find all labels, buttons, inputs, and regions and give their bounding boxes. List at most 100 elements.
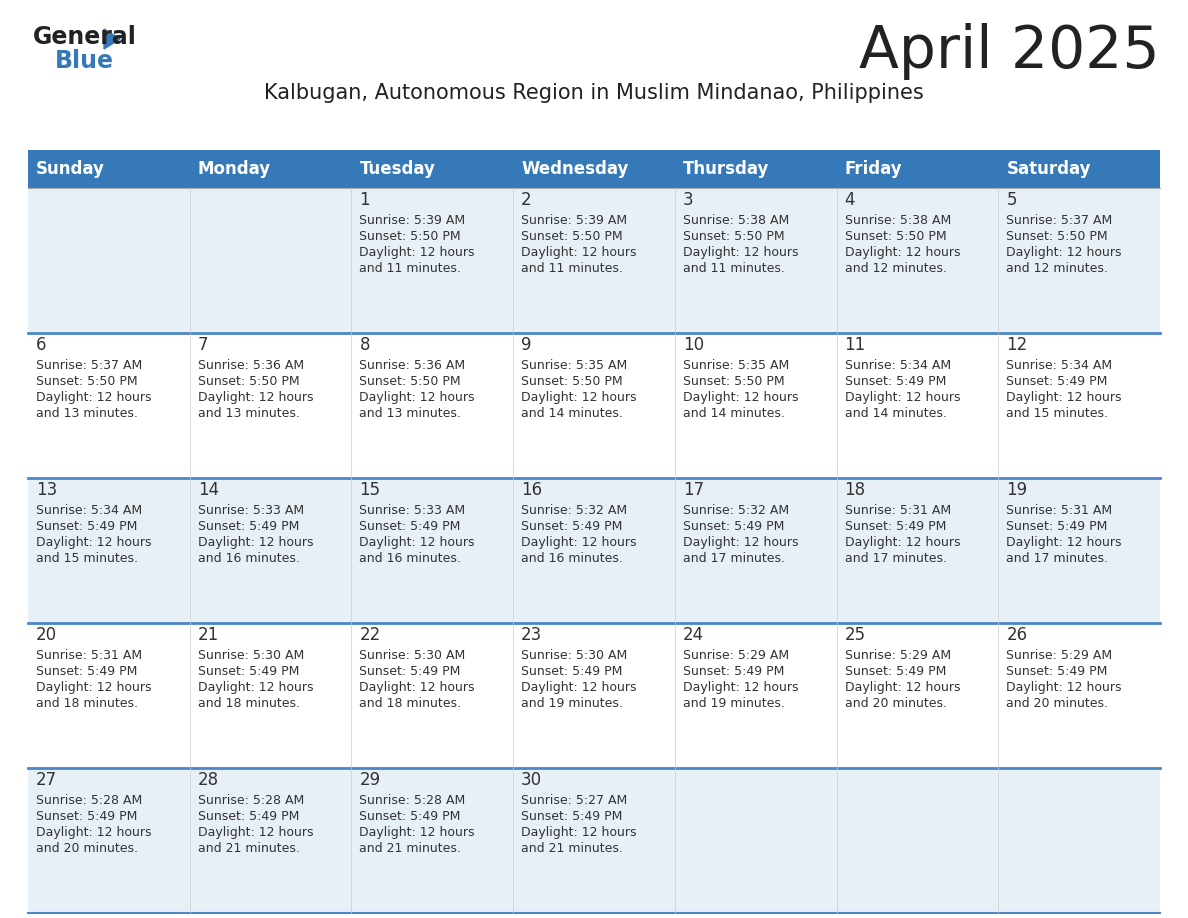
Text: and 16 minutes.: and 16 minutes. <box>360 552 461 565</box>
Text: and 17 minutes.: and 17 minutes. <box>1006 552 1108 565</box>
Text: 22: 22 <box>360 626 380 644</box>
Text: Sunrise: 5:30 AM: Sunrise: 5:30 AM <box>197 649 304 662</box>
Text: 23: 23 <box>522 626 543 644</box>
Bar <box>675 333 836 478</box>
Text: Sunrise: 5:28 AM: Sunrise: 5:28 AM <box>360 794 466 807</box>
Text: Daylight: 12 hours: Daylight: 12 hours <box>36 391 152 404</box>
Text: 1: 1 <box>360 191 369 209</box>
Text: and 17 minutes.: and 17 minutes. <box>683 552 785 565</box>
Bar <box>675 768 836 913</box>
Text: Daylight: 12 hours: Daylight: 12 hours <box>36 826 152 839</box>
Text: Daylight: 12 hours: Daylight: 12 hours <box>683 536 798 549</box>
Text: and 11 minutes.: and 11 minutes. <box>522 262 623 275</box>
Bar <box>513 478 675 623</box>
Text: 17: 17 <box>683 481 704 499</box>
Text: Daylight: 12 hours: Daylight: 12 hours <box>360 391 475 404</box>
Text: Daylight: 12 hours: Daylight: 12 hours <box>522 246 637 259</box>
Text: and 19 minutes.: and 19 minutes. <box>683 697 785 710</box>
Bar <box>836 188 998 333</box>
Bar <box>29 188 190 333</box>
Text: Daylight: 12 hours: Daylight: 12 hours <box>36 681 152 694</box>
Text: 4: 4 <box>845 191 855 209</box>
Bar <box>675 188 836 333</box>
Text: Friday: Friday <box>845 160 902 178</box>
Text: Daylight: 12 hours: Daylight: 12 hours <box>36 536 152 549</box>
Bar <box>836 623 998 768</box>
Text: 30: 30 <box>522 771 542 789</box>
Text: and 20 minutes.: and 20 minutes. <box>845 697 947 710</box>
Bar <box>190 768 352 913</box>
Text: Tuesday: Tuesday <box>360 160 435 178</box>
Bar <box>190 333 352 478</box>
Text: 19: 19 <box>1006 481 1028 499</box>
Text: and 18 minutes.: and 18 minutes. <box>36 697 138 710</box>
Text: and 20 minutes.: and 20 minutes. <box>36 842 138 855</box>
Text: 25: 25 <box>845 626 866 644</box>
Text: and 13 minutes.: and 13 minutes. <box>360 407 461 420</box>
Text: Sunrise: 5:32 AM: Sunrise: 5:32 AM <box>683 504 789 517</box>
Text: and 11 minutes.: and 11 minutes. <box>683 262 785 275</box>
Text: Sunset: 5:50 PM: Sunset: 5:50 PM <box>360 375 461 388</box>
Text: and 18 minutes.: and 18 minutes. <box>197 697 299 710</box>
Text: Daylight: 12 hours: Daylight: 12 hours <box>845 681 960 694</box>
Text: Sunset: 5:49 PM: Sunset: 5:49 PM <box>845 520 946 533</box>
Text: Sunrise: 5:31 AM: Sunrise: 5:31 AM <box>36 649 143 662</box>
Text: Sunset: 5:49 PM: Sunset: 5:49 PM <box>1006 375 1107 388</box>
Text: Sunrise: 5:28 AM: Sunrise: 5:28 AM <box>197 794 304 807</box>
Text: and 12 minutes.: and 12 minutes. <box>1006 262 1108 275</box>
Text: General: General <box>33 25 137 49</box>
Text: 7: 7 <box>197 336 208 354</box>
Bar <box>352 333 513 478</box>
Text: Sunset: 5:49 PM: Sunset: 5:49 PM <box>522 810 623 823</box>
Text: Daylight: 12 hours: Daylight: 12 hours <box>845 536 960 549</box>
Text: 16: 16 <box>522 481 542 499</box>
Text: Daylight: 12 hours: Daylight: 12 hours <box>522 826 637 839</box>
Bar <box>352 768 513 913</box>
Text: Wednesday: Wednesday <box>522 160 628 178</box>
Bar <box>836 768 998 913</box>
Text: Daylight: 12 hours: Daylight: 12 hours <box>1006 681 1121 694</box>
Bar <box>998 333 1159 478</box>
Text: Daylight: 12 hours: Daylight: 12 hours <box>522 391 637 404</box>
Text: Blue: Blue <box>55 49 114 73</box>
Text: Sunrise: 5:28 AM: Sunrise: 5:28 AM <box>36 794 143 807</box>
Bar <box>836 150 998 188</box>
Text: Sunset: 5:50 PM: Sunset: 5:50 PM <box>360 230 461 243</box>
Text: and 12 minutes.: and 12 minutes. <box>845 262 947 275</box>
Bar <box>513 150 675 188</box>
Bar <box>998 768 1159 913</box>
Bar <box>29 333 190 478</box>
Text: Sunrise: 5:38 AM: Sunrise: 5:38 AM <box>845 214 950 227</box>
Text: 15: 15 <box>360 481 380 499</box>
Text: Daylight: 12 hours: Daylight: 12 hours <box>683 246 798 259</box>
Text: Sunset: 5:49 PM: Sunset: 5:49 PM <box>197 810 299 823</box>
Bar <box>352 623 513 768</box>
Text: and 13 minutes.: and 13 minutes. <box>36 407 138 420</box>
Bar <box>190 478 352 623</box>
Text: Sunset: 5:50 PM: Sunset: 5:50 PM <box>683 230 784 243</box>
Text: Sunset: 5:49 PM: Sunset: 5:49 PM <box>36 810 138 823</box>
Text: Sunset: 5:49 PM: Sunset: 5:49 PM <box>36 665 138 678</box>
Text: Daylight: 12 hours: Daylight: 12 hours <box>197 826 314 839</box>
Bar <box>998 623 1159 768</box>
Text: Daylight: 12 hours: Daylight: 12 hours <box>522 536 637 549</box>
Bar <box>352 150 513 188</box>
Polygon shape <box>105 29 120 49</box>
Text: 5: 5 <box>1006 191 1017 209</box>
Bar <box>998 478 1159 623</box>
Text: Sunrise: 5:29 AM: Sunrise: 5:29 AM <box>683 649 789 662</box>
Text: and 13 minutes.: and 13 minutes. <box>197 407 299 420</box>
Text: Sunrise: 5:35 AM: Sunrise: 5:35 AM <box>683 359 789 372</box>
Text: Sunrise: 5:30 AM: Sunrise: 5:30 AM <box>522 649 627 662</box>
Text: Daylight: 12 hours: Daylight: 12 hours <box>360 826 475 839</box>
Text: Sunrise: 5:29 AM: Sunrise: 5:29 AM <box>845 649 950 662</box>
Text: Sunrise: 5:39 AM: Sunrise: 5:39 AM <box>522 214 627 227</box>
Text: Sunset: 5:49 PM: Sunset: 5:49 PM <box>360 665 461 678</box>
Text: Sunset: 5:49 PM: Sunset: 5:49 PM <box>845 375 946 388</box>
Text: Sunrise: 5:31 AM: Sunrise: 5:31 AM <box>845 504 950 517</box>
Text: Daylight: 12 hours: Daylight: 12 hours <box>360 681 475 694</box>
Text: Sunrise: 5:33 AM: Sunrise: 5:33 AM <box>360 504 466 517</box>
Text: 13: 13 <box>36 481 57 499</box>
Text: Sunset: 5:50 PM: Sunset: 5:50 PM <box>1006 230 1108 243</box>
Text: Sunrise: 5:36 AM: Sunrise: 5:36 AM <box>360 359 466 372</box>
